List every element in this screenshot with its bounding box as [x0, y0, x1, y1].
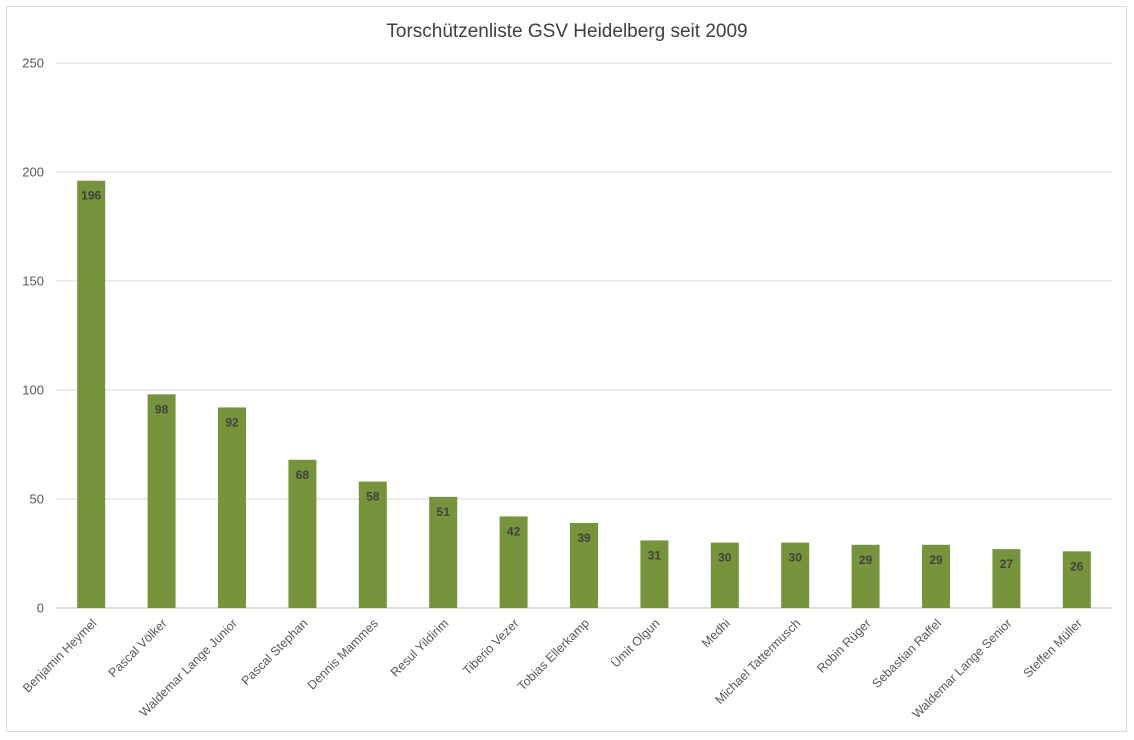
x-tick-label: Benjamin Heymel [20, 616, 99, 695]
chart-frame [6, 6, 1127, 732]
y-axis-ticks: 0 50 100 150 200 250 [22, 56, 44, 616]
data-labels: 196 98 92 68 58 51 42 39 31 30 30 29 29 27 26 [81, 189, 1084, 574]
data-label: 26 [1070, 559, 1084, 573]
data-label: 58 [366, 490, 380, 504]
x-tick-label: Robin Rüger [814, 616, 874, 676]
data-label: 196 [81, 189, 101, 203]
y-tick-label: 0 [37, 601, 44, 616]
chart-title: Torschützenliste GSV Heidelberg seit 200… [386, 21, 747, 42]
bar [77, 180, 106, 608]
bar [147, 394, 176, 608]
bar [218, 407, 246, 608]
x-tick-label: Ümit Olgun [608, 616, 662, 670]
data-label: 68 [296, 468, 310, 482]
bar [499, 516, 528, 608]
x-tick-label: Dennis Mammes [305, 616, 381, 692]
x-tick-label: Pascal Stephan [239, 616, 311, 688]
y-tick-label: 250 [22, 56, 44, 71]
x-tick-label: Resul Yildirim [388, 616, 451, 679]
y-tick-label: 150 [22, 274, 44, 289]
data-label: 27 [1000, 557, 1014, 571]
y-tick-label: 50 [30, 492, 44, 507]
x-tick-label: Tobias Ellerkamp [515, 616, 592, 693]
data-label: 29 [859, 553, 873, 567]
data-label: 92 [225, 415, 239, 429]
bar [992, 549, 1021, 608]
bar [1062, 551, 1091, 608]
data-label: 42 [507, 524, 521, 538]
bar [851, 544, 880, 608]
data-label: 39 [577, 531, 591, 545]
bar [640, 540, 669, 608]
bar [570, 522, 598, 608]
bar [358, 481, 387, 608]
y-tick-label: 200 [22, 165, 44, 180]
x-tick-label: Tiberio Vezer [460, 616, 522, 678]
data-label: 30 [789, 551, 803, 565]
bars [77, 180, 1091, 608]
data-label: 30 [718, 551, 732, 565]
bar [288, 459, 317, 608]
bar [922, 544, 950, 608]
bar [429, 496, 458, 608]
x-tick-label: Sebastian Raffel [870, 616, 945, 691]
data-label: 31 [648, 548, 662, 562]
y-tick-label: 100 [22, 383, 44, 398]
x-tick-label: Pascal Völker [106, 616, 170, 680]
data-label: 51 [437, 505, 451, 519]
bar [710, 542, 739, 608]
data-label: 98 [155, 402, 169, 416]
bar [781, 542, 810, 608]
data-label: 29 [929, 553, 943, 567]
x-tick-label: Steffen Müller [1021, 616, 1085, 680]
x-tick-label: Medhi [699, 616, 733, 650]
